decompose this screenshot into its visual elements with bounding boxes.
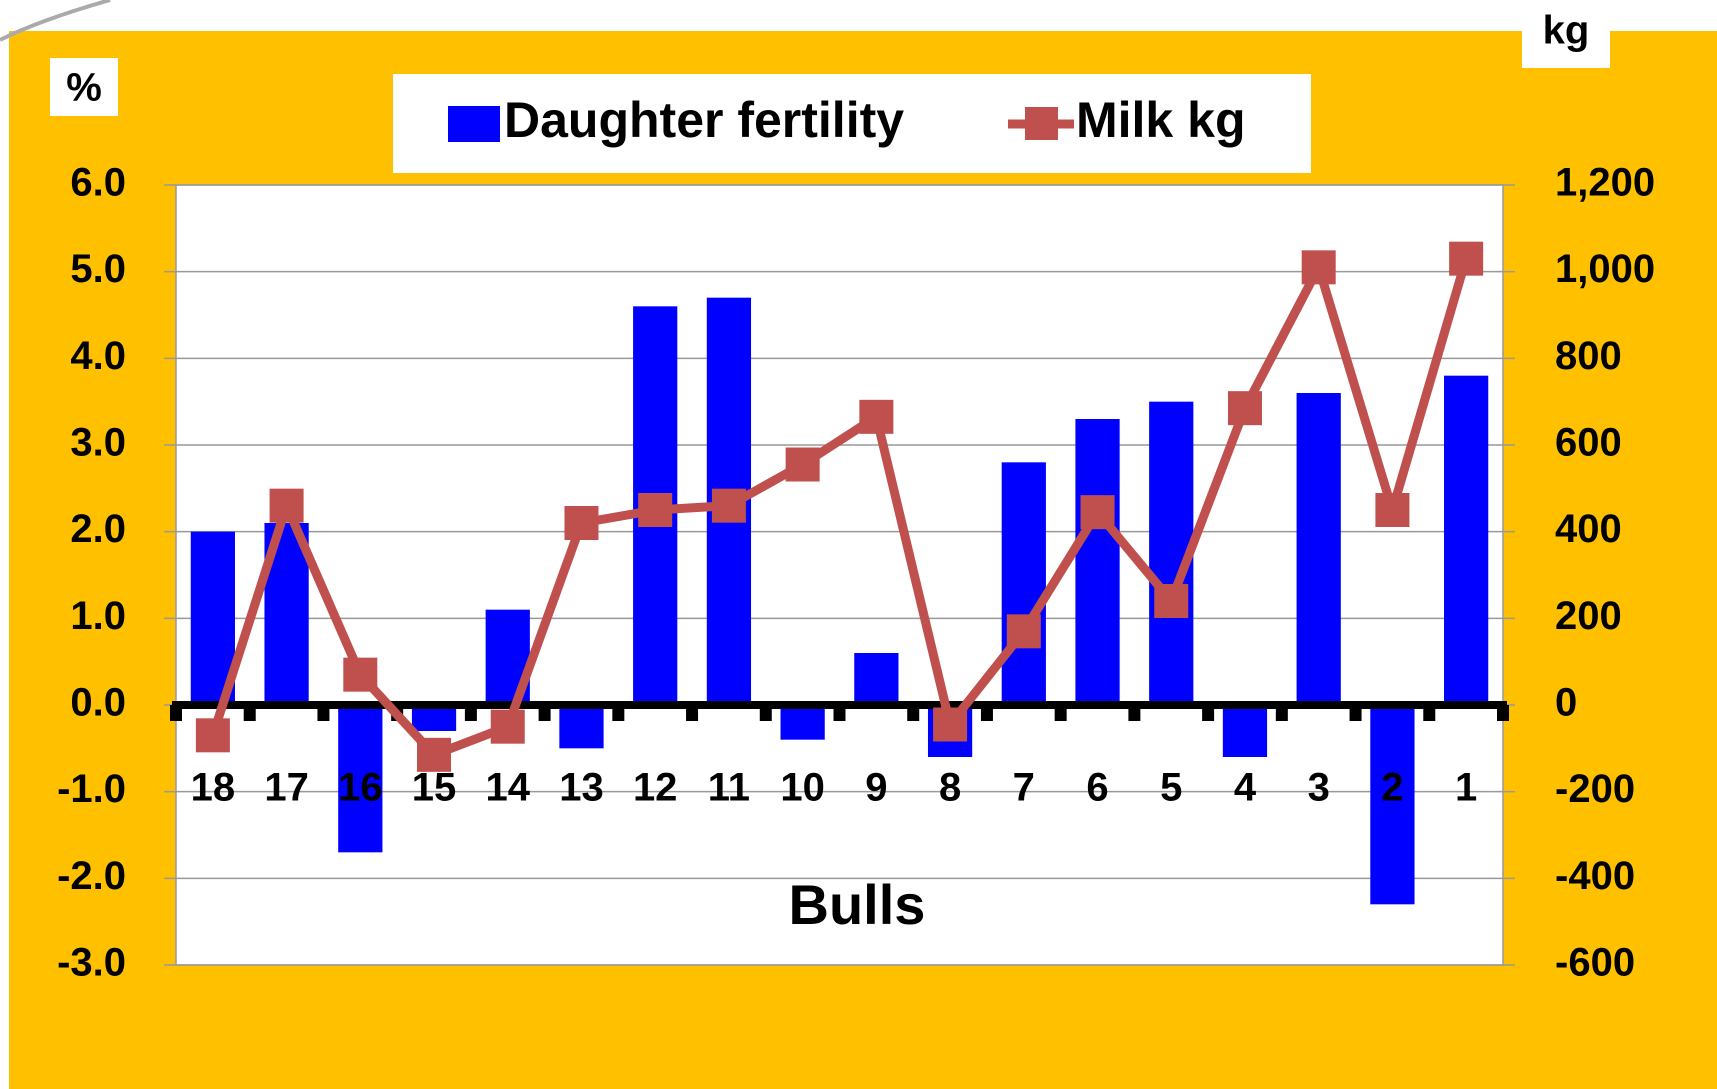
y-tick-label: -2.0 [57, 854, 126, 898]
plot-area [175, 184, 1504, 966]
line-marker [1449, 241, 1484, 276]
bar [1444, 375, 1489, 705]
unit-box [1522, 0, 1610, 68]
unit-box [50, 58, 118, 116]
x-tick-label: 5 [1160, 766, 1182, 810]
bar [780, 705, 825, 740]
y-tick-label: 1.0 [70, 594, 126, 638]
y-tick-label: 3.0 [70, 421, 126, 465]
y-tick-label: 2.0 [70, 507, 126, 551]
line-marker [785, 447, 820, 482]
legend-marker [1025, 107, 1058, 140]
y2-tick-label: 0 [1555, 681, 1577, 725]
y2-tick-label: 200 [1555, 594, 1622, 638]
x-tick-label: 9 [865, 766, 887, 810]
y-tick-label: 0.0 [70, 681, 126, 725]
x-tick-label: 12 [633, 766, 678, 810]
x-tick-label: 4 [1234, 766, 1257, 810]
bar [1370, 705, 1415, 905]
line-marker [1301, 250, 1336, 285]
line-marker [417, 737, 452, 772]
y2-tick-label: 1,200 [1555, 161, 1655, 205]
x-tick-label: 3 [1308, 766, 1330, 810]
y2-tick-label: 600 [1555, 421, 1622, 465]
x-tick-label: 2 [1381, 766, 1403, 810]
line-marker [490, 709, 525, 744]
line-marker [933, 707, 968, 742]
decoration [0, 0, 111, 42]
bar [1075, 419, 1120, 705]
legend-label: Daughter fertility [504, 92, 904, 148]
bar [1222, 705, 1268, 757]
y-axis-label: % [66, 66, 102, 110]
x-tick-label: 15 [412, 766, 457, 810]
x-axis-label: Bulls [789, 873, 926, 936]
line-marker [564, 506, 599, 540]
x-tick-label: 10 [780, 766, 825, 810]
x-tick-label: 16 [338, 766, 383, 810]
bar [1296, 393, 1341, 705]
y-tick-label: 6.0 [70, 161, 126, 205]
x-tick-label: 1 [1455, 766, 1477, 810]
y-tick-label: -1.0 [57, 767, 126, 811]
line-marker [1080, 495, 1115, 530]
y2-tick-label: -200 [1555, 767, 1635, 811]
legend-label: Milk kg [1076, 92, 1245, 148]
x-tick-label: 11 [708, 766, 750, 810]
line-marker [1006, 614, 1041, 649]
bar [338, 705, 383, 853]
x-tick-label: 14 [486, 766, 531, 810]
line-marker [711, 488, 746, 523]
line-marker [859, 399, 894, 434]
line-marker [1154, 584, 1189, 618]
legend [393, 74, 1311, 173]
y2-tick-label: 1,000 [1555, 247, 1655, 291]
y2-tick-label: -400 [1555, 854, 1635, 898]
bar [854, 653, 899, 705]
bar [1001, 462, 1046, 705]
x-tick-label: 13 [559, 766, 604, 810]
legend-swatch [448, 106, 500, 142]
line-marker [1375, 493, 1410, 527]
y-tick-label: 5.0 [70, 247, 126, 291]
bar [411, 705, 457, 731]
line-marker [195, 718, 230, 753]
line-marker [343, 657, 378, 692]
line-marker [269, 488, 304, 523]
y-tick-label: -3.0 [57, 941, 126, 985]
x-tick-label: 17 [264, 766, 309, 810]
bar [559, 705, 604, 749]
y2-tick-label: 400 [1555, 507, 1622, 551]
y2-axis-label: kg [1543, 9, 1590, 53]
y-tick-label: 4.0 [70, 334, 126, 378]
line-marker [638, 493, 673, 527]
y2-tick-label: 800 [1555, 334, 1622, 378]
y2-tick-label: -600 [1555, 941, 1635, 985]
x-tick-label: 18 [191, 766, 236, 810]
x-tick-label: 6 [1086, 766, 1108, 810]
x-tick-label: 7 [1013, 766, 1035, 810]
x-tick-label: 8 [939, 766, 961, 810]
line-marker [1227, 391, 1262, 426]
